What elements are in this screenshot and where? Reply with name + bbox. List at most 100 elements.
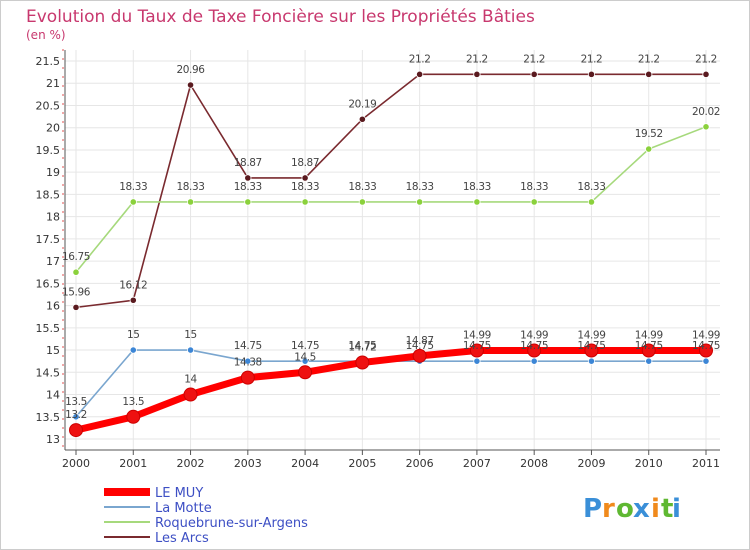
data-label-roquebrune-sur-argens: 18.33 <box>119 181 147 193</box>
data-label-roquebrune-sur-argens: 18.33 <box>177 181 205 193</box>
x-tick-label: 2011 <box>692 457 720 470</box>
data-label-les-arcs: 16.12 <box>119 279 147 291</box>
y-tick-label: 14 <box>46 389 60 402</box>
data-label-le-muy: 14.87 <box>406 335 434 347</box>
x-tick-label: 2001 <box>119 457 147 470</box>
data-label-le-muy: 14.99 <box>692 330 720 342</box>
data-point-les-arcs <box>416 70 424 78</box>
data-point-roquebrune-sur-argens <box>530 198 538 206</box>
data-label-roquebrune-sur-argens: 18.33 <box>520 181 548 193</box>
data-point-les-arcs <box>358 115 366 123</box>
data-label-les-arcs: 21.2 <box>581 53 603 65</box>
y-tick-label: 17.5 <box>36 233 61 246</box>
data-point-roquebrune-sur-argens <box>645 145 653 153</box>
x-tick-label: 2009 <box>577 457 605 470</box>
x-tick-label: 2006 <box>406 457 434 470</box>
data-point-roquebrune-sur-argens <box>358 198 366 206</box>
data-label-le-muy: 14 <box>184 374 197 386</box>
data-label-roquebrune-sur-argens: 20.02 <box>692 106 720 118</box>
data-label-les-arcs: 21.2 <box>638 53 660 65</box>
data-label-roquebrune-sur-argens: 18.33 <box>291 181 319 193</box>
data-label-la-motte: 14.75 <box>692 340 720 352</box>
data-point-roquebrune-sur-argens <box>301 198 309 206</box>
legend-label-roquebrune-sur-argens: Roquebrune-sur-Argens <box>155 516 308 531</box>
logo-letter: i <box>672 494 681 524</box>
y-tick-label: 16 <box>46 300 60 313</box>
y-tick-label: 21.5 <box>36 55 61 68</box>
x-tick-label: 2003 <box>234 457 262 470</box>
label-layer: 15.96 16.12 20.96 18.87 18.87 20.19 21.2 21.2 21… <box>62 53 720 421</box>
data-label-la-motte: 14.75 <box>577 340 605 352</box>
data-point-le-muy <box>699 343 713 358</box>
data-point-roquebrune-sur-argens <box>702 123 710 131</box>
chart-title: Evolution du Taux de Taxe Foncière sur l… <box>26 7 535 27</box>
data-point-roquebrune-sur-argens <box>186 198 195 206</box>
data-label-le-muy: 14.99 <box>635 330 663 342</box>
data-point-la-motte <box>72 413 80 421</box>
y-tick-label: 18 <box>46 211 60 224</box>
data-point-les-arcs <box>530 70 538 78</box>
data-point-le-muy <box>240 370 255 385</box>
data-point-la-motte <box>530 357 538 365</box>
x-tick-label: 2002 <box>177 457 205 470</box>
data-point-le-muy <box>355 355 370 370</box>
data-point-les-arcs <box>129 296 137 304</box>
data-label-le-muy: 14.38 <box>234 357 262 369</box>
logo-letter: x <box>633 494 650 524</box>
data-point-la-motte <box>587 357 596 365</box>
data-label-roquebrune-sur-argens: 18.33 <box>463 181 491 193</box>
y-tick-label: 15 <box>46 344 60 357</box>
data-point-roquebrune-sur-argens <box>587 198 596 206</box>
data-point-le-muy <box>69 423 83 438</box>
data-label-la-motte: 13.5 <box>65 396 87 408</box>
data-label-les-arcs: 18.87 <box>234 157 262 169</box>
data-label-la-motte: 14.75 <box>234 340 262 352</box>
x-tick-label: 2007 <box>463 457 491 470</box>
data-label-la-motte: 14.75 <box>635 340 663 352</box>
data-label-roquebrune-sur-argens: 16.75 <box>62 251 90 263</box>
data-point-le-muy <box>527 343 542 358</box>
data-point-roquebrune-sur-argens <box>129 198 137 206</box>
data-label-le-muy: 13.5 <box>122 396 144 408</box>
data-point-le-muy <box>584 343 599 358</box>
data-label-le-muy: 14.72 <box>348 342 376 354</box>
data-label-la-motte: 15 <box>184 329 197 341</box>
data-point-le-muy <box>469 343 484 358</box>
axis-layer: 13 13.5 14 14.5 15 15.5 16 16.5 17 17.5 18 18.5 19 19… <box>36 49 720 470</box>
y-tick-label: 19 <box>46 166 60 179</box>
y-tick-label: 20.5 <box>36 99 61 112</box>
y-tick-label: 13.5 <box>36 411 61 424</box>
data-point-roquebrune-sur-argens <box>72 268 80 276</box>
data-label-roquebrune-sur-argens: 18.33 <box>348 181 376 193</box>
data-label-roquebrune-sur-argens: 18.33 <box>577 181 605 193</box>
y-tick-label: 15.5 <box>36 322 61 335</box>
data-label-la-motte: 14.75 <box>520 340 548 352</box>
data-label-le-muy: 14.99 <box>520 330 548 342</box>
x-tick-label: 2010 <box>635 457 663 470</box>
data-point-roquebrune-sur-argens <box>244 198 252 206</box>
series-line-roquebrune-sur-argens <box>75 126 707 274</box>
data-label-les-arcs: 20.19 <box>348 98 376 110</box>
y-tick-label: 20 <box>46 122 60 135</box>
logo-letter: r <box>602 494 615 524</box>
x-tick-label: 2000 <box>62 457 90 470</box>
data-point-la-motte <box>186 346 195 354</box>
data-point-le-muy <box>298 365 313 380</box>
y-tick-label: 14.5 <box>36 366 61 379</box>
data-point-la-motte <box>244 357 252 365</box>
y-tick-label: 18.5 <box>36 188 61 201</box>
series-layer <box>69 70 713 438</box>
y-tick-label: 17 <box>46 255 60 268</box>
data-point-les-arcs <box>186 81 195 89</box>
data-point-les-arcs <box>702 70 710 78</box>
data-label-les-arcs: 21.2 <box>523 53 545 65</box>
data-point-les-arcs <box>645 70 653 78</box>
x-tick-label: 2008 <box>520 457 548 470</box>
y-tick-label: 13 <box>46 433 60 446</box>
data-label-le-muy: 14.99 <box>463 330 491 342</box>
data-point-la-motte <box>702 357 710 365</box>
data-point-le-muy <box>412 348 427 363</box>
data-point-le-muy <box>641 343 656 358</box>
data-point-les-arcs <box>244 174 252 182</box>
